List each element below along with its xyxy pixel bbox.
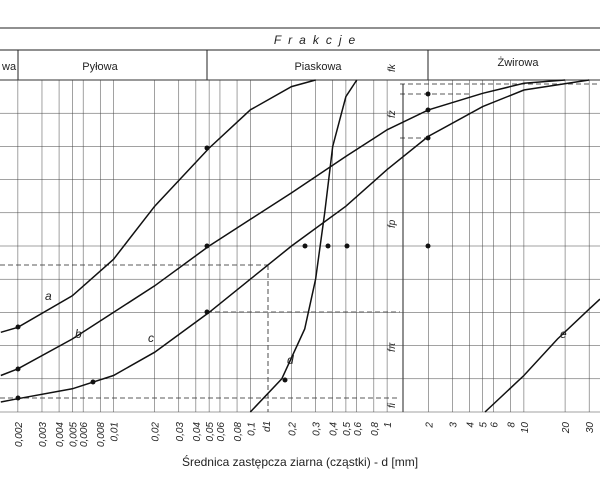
point [302,243,308,249]
point [204,243,210,249]
fraction-label: Pyłowa [82,61,118,73]
x-tick-label: 0,03 [175,422,186,442]
x-tick-label: 0,006 [79,422,90,447]
curve [0,79,590,403]
x-tick-label: 0,003 [38,422,49,447]
point [344,243,350,249]
fraction-label: Piaskowa [294,61,342,73]
point [425,107,431,113]
annotation: fπ [387,342,398,352]
annotation: fp [387,219,398,228]
x-tick-label: 0,04 [192,422,203,442]
point [15,324,21,330]
annotation: fi [387,402,398,408]
x-tick-label: 8 [507,422,518,428]
x-tick-label: 0,01 [110,422,121,441]
x-tick-label: 0,6 [353,422,364,436]
x-tick-label: 1 [383,422,394,428]
x-tick-label: 0,008 [96,422,107,447]
x-tick-label: 5 [479,422,490,428]
x-tick-label: 6 [490,422,501,428]
annotation: fk [387,63,398,72]
x-tick-label: 10 [520,422,531,434]
curve-label: b [75,327,82,341]
point [425,135,431,141]
x-tick-label: 30 [585,422,596,434]
point [425,243,431,249]
x-tick-label: 0,08 [233,422,244,442]
fraction-label: wa [1,61,17,73]
fraction-label: Żwirowa [498,56,540,69]
x-tick-label: 0,4 [329,422,340,436]
x-tick-label: 0,005 [68,422,79,447]
x-tick-label: 2 [424,422,435,429]
curve-label: a [45,289,52,303]
x-tick-label: 20 [561,422,572,435]
x-tick-label: 4 [465,422,476,428]
point [204,145,210,151]
x-tick-label: 0,2 [287,422,298,436]
x-axis-label: Średnica zastępcza ziarna (cząstki) - d … [182,454,418,469]
curve-label: e [560,327,567,341]
x-tick-label: 0,06 [216,422,227,442]
x-tick-label: 0,02 [151,422,162,442]
point [15,395,21,401]
curve [0,79,316,334]
x-tick-label: 0,1 [246,422,257,436]
chart-title: Frakcje [274,33,362,47]
annotation: fż [387,110,398,118]
x-tick-label: 0,05 [205,422,216,442]
curve [0,79,566,377]
annotation: d1 [262,421,273,432]
point [425,91,431,97]
x-tick-label: 3 [448,422,459,428]
point [204,309,210,315]
curve [249,79,358,413]
x-tick-label: 0,8 [370,422,381,436]
x-tick-label: 0,3 [312,422,323,436]
curve-label: d [287,353,294,367]
point [90,379,96,385]
x-tick-label: 0,004 [55,422,66,447]
curve-label: c [148,331,154,345]
point [15,366,21,372]
x-tick-label: 0,002 [14,422,25,447]
curve [484,298,600,413]
x-tick-label: 0,5 [342,422,353,436]
point [282,377,288,383]
point [325,243,331,249]
